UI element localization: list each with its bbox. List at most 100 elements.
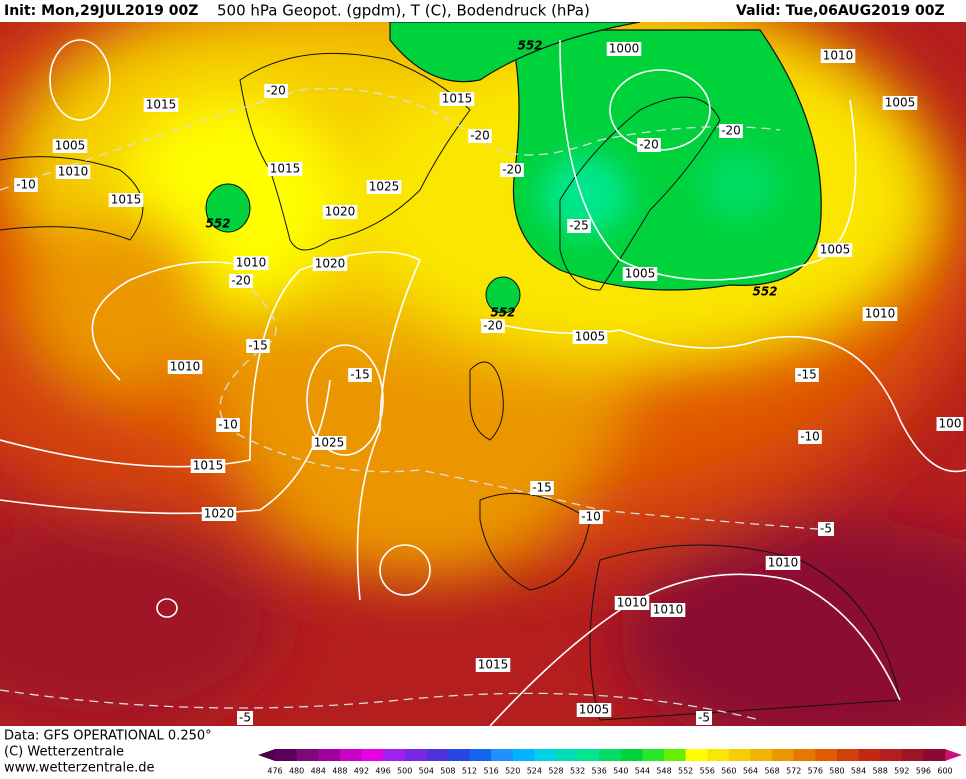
isotherm-label: -15 <box>248 339 268 353</box>
label-box <box>579 510 603 524</box>
label-box <box>237 711 253 725</box>
colorbar-swatch <box>620 749 643 761</box>
isotherm-label: -20 <box>502 163 522 177</box>
header-bar <box>0 0 966 22</box>
colorbar-swatch <box>512 749 535 761</box>
low-552-area <box>509 29 822 291</box>
colorbar-swatch <box>772 749 795 761</box>
isotherm-label: -15 <box>350 368 370 382</box>
colorbar-label: 596 <box>916 767 931 776</box>
colorbar-swatch <box>815 749 838 761</box>
isotherm-label: -15 <box>532 481 552 495</box>
label-box <box>696 711 712 725</box>
label-box <box>267 162 303 176</box>
label-box <box>52 139 88 153</box>
label-box <box>311 436 347 450</box>
isobar-label: 1010 <box>236 256 267 270</box>
isobar-label: 1020 <box>325 205 356 219</box>
colorbar-swatch <box>836 749 860 761</box>
label-box <box>500 163 524 177</box>
colorbar-label: 532 <box>570 767 585 776</box>
label-box <box>637 138 661 152</box>
isobar-label: 1015 <box>146 98 177 112</box>
colorbar-label: 600 <box>937 767 952 776</box>
label-box <box>322 205 358 219</box>
colorbar-swatch <box>426 749 449 761</box>
colorbar-high-end <box>945 749 962 761</box>
colorbar-swatch <box>275 749 298 761</box>
isotherm-label: -20 <box>483 319 503 333</box>
colorbar-label: 528 <box>548 767 563 776</box>
map-title: 500 hPa Geopot. (gpdm), T (C), Bodendruc… <box>217 2 590 20</box>
colorbar-label: 476 <box>267 767 282 776</box>
isobar-label: 1025 <box>314 436 345 450</box>
colorbar-swatch <box>901 749 924 761</box>
label-box <box>190 459 226 473</box>
label-box <box>567 219 591 233</box>
isobar-label: 1005 <box>820 243 851 257</box>
colorbar-label: 520 <box>505 767 520 776</box>
isobar-label: 1010 <box>653 603 684 617</box>
colorbar-swatch <box>707 749 730 761</box>
colorbar-swatch <box>491 749 514 761</box>
low-552-area <box>205 183 251 233</box>
colorbar-label: 564 <box>743 767 758 776</box>
isobar-label: 1005 <box>575 330 606 344</box>
isotherm-label: -20 <box>470 129 490 143</box>
isobar-label: 1015 <box>193 459 224 473</box>
isotherm-label: -10 <box>218 418 238 432</box>
isobar-label: 1015 <box>478 658 509 672</box>
colorbar-swatch <box>447 749 471 761</box>
colorbar-label: 544 <box>635 767 650 776</box>
isobar-label: 1025 <box>369 180 400 194</box>
isotherm-label: -5 <box>820 522 832 536</box>
colorbar-swatch <box>599 749 622 761</box>
low-552-area <box>485 276 521 314</box>
isotherm-label: -10 <box>800 430 820 444</box>
label-box <box>348 368 372 382</box>
label-box <box>439 92 475 106</box>
label-box <box>795 368 819 382</box>
geopotential-label: 552 <box>752 285 777 299</box>
colorbar-label: 536 <box>592 767 607 776</box>
init-time: Init: Mon,29JUL2019 00Z <box>4 3 198 19</box>
colorbar-label: 568 <box>764 767 779 776</box>
label-box <box>201 507 237 521</box>
label-box <box>167 360 203 374</box>
isobar-label: 1015 <box>442 92 473 106</box>
isotherm-label: -10 <box>581 510 601 524</box>
colorbar-swatch <box>339 749 362 761</box>
colorbar-low-end <box>258 749 275 761</box>
colorbar-label: 540 <box>613 767 628 776</box>
colorbar-label: 552 <box>678 767 693 776</box>
label-box <box>622 267 658 281</box>
isotherm-label: -20 <box>721 124 741 138</box>
label-box <box>817 243 853 257</box>
label-box <box>216 418 240 432</box>
colorbar-label: 508 <box>440 767 455 776</box>
label-box <box>818 522 834 536</box>
colorbar-swatch <box>728 749 751 761</box>
colorbar-swatch <box>469 749 492 761</box>
isotherm-label: -5 <box>698 711 710 725</box>
colorbar-label: 572 <box>786 767 801 776</box>
label-box <box>765 556 801 570</box>
geopotential-label: 552 <box>517 39 542 53</box>
label-box <box>798 430 822 444</box>
valid-time: Valid: Tue,06AUG2019 00Z <box>736 3 945 19</box>
label-box <box>719 124 743 138</box>
colorbar-label: 500 <box>397 767 412 776</box>
colorbar-label: 496 <box>375 767 390 776</box>
isotherm-label: -5 <box>239 711 251 725</box>
colorbar-label: 548 <box>656 767 671 776</box>
isobar-label: 1015 <box>270 162 301 176</box>
label-box <box>882 96 918 110</box>
colorbar-swatch <box>577 749 600 761</box>
isotherm-label: -20 <box>231 274 251 288</box>
label-box <box>576 703 612 717</box>
label-box <box>14 178 38 192</box>
colorbar-label: 580 <box>829 767 844 776</box>
label-box <box>820 49 856 63</box>
label-box <box>650 603 686 617</box>
isobar-label: 1015 <box>111 193 142 207</box>
